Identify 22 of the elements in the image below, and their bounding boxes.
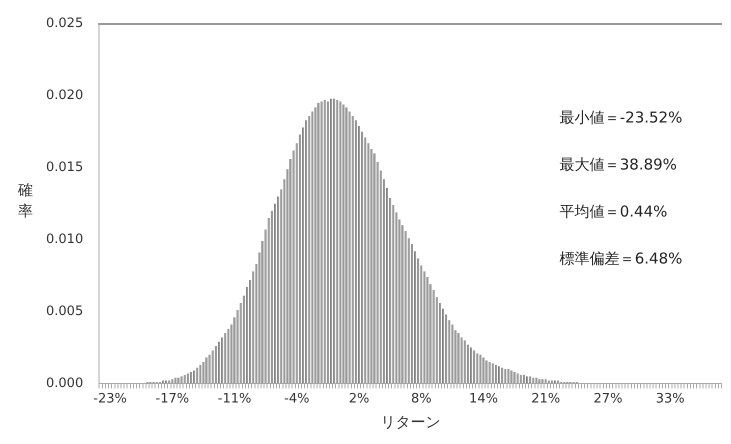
x-tick-label: -17% <box>156 392 190 407</box>
y-tick-label: 0.020 <box>46 88 84 104</box>
x-tick-label: 33% <box>656 392 685 407</box>
x-tick-label: -11% <box>218 392 252 407</box>
annotation: 標準偏差＝6.48% <box>560 250 682 268</box>
annotation: 最小値＝-23.52% <box>560 108 682 127</box>
x-tick-label: 21% <box>531 392 560 407</box>
y-tick-label: 0.010 <box>46 232 84 247</box>
x-axis-title: リターン <box>380 412 440 431</box>
y-axis-title: 確率 <box>18 180 33 222</box>
x-tick-label: 27% <box>594 392 622 407</box>
x-tick-label: 14% <box>469 392 498 407</box>
x-tick-label: 8% <box>410 392 432 407</box>
annotation: 最大値＝38.89% <box>560 156 677 174</box>
y-tick-label: 0.015 <box>46 160 84 176</box>
annotation: 平均値＝0.44% <box>560 202 668 221</box>
y-tick-label: 0.000 <box>46 376 84 391</box>
x-tick-label: -23% <box>93 392 127 407</box>
y-tick-label: 0.025 <box>46 16 84 32</box>
x-tick-label: 2% <box>348 392 370 407</box>
y-tick-label: 0.005 <box>46 304 84 319</box>
x-tick-label: -4% <box>284 392 310 407</box>
